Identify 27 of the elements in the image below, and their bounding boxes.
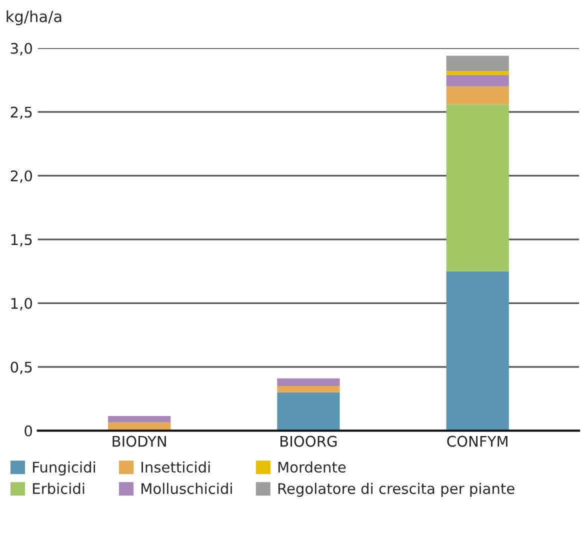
y-tick-label: 1,0	[11, 298, 32, 310]
legend-label: Erbicidi	[33, 482, 84, 494]
y-axis-title: kg/ha/a	[6, 10, 62, 26]
bar	[446, 74, 509, 86]
bar	[446, 71, 509, 75]
bar	[446, 104, 509, 272]
bar	[446, 86, 509, 104]
y-tick-label: 3,0	[10, 42, 32, 56]
legend-label: Molluschicidi	[142, 482, 232, 494]
bar	[446, 56, 509, 72]
y-tick-label: 2,5	[10, 106, 32, 120]
x-tick-label: CONFYM	[447, 436, 508, 447]
legend-label: Mordente	[278, 461, 346, 473]
y-tick-label: 2,0	[10, 170, 32, 183]
legend-label: Insetticidi	[142, 461, 210, 473]
bar	[277, 386, 340, 392]
x-tick-label: BIODYN	[112, 436, 166, 447]
bar	[277, 392, 340, 431]
y-tick-label: 0,5	[10, 362, 32, 374]
legend-label: Regolatore di crescita per piante	[278, 482, 514, 497]
x-tick-label: BIOORG	[280, 436, 337, 447]
bar	[108, 416, 171, 422]
bar	[277, 378, 340, 386]
y-tick-label: 0	[24, 425, 32, 436]
y-tick-label: 1,5	[11, 234, 32, 247]
bar	[446, 271, 509, 431]
legend-label: Fungicidi	[33, 461, 95, 476]
